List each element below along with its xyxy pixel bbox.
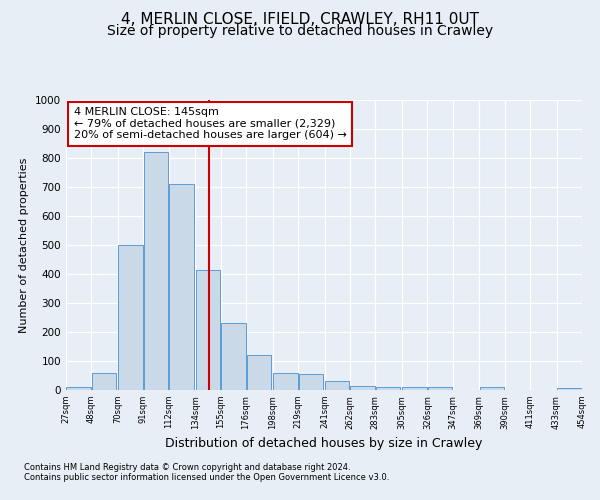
Y-axis label: Number of detached properties: Number of detached properties bbox=[19, 158, 29, 332]
Bar bbox=[169, 184, 194, 390]
Bar bbox=[376, 386, 400, 390]
Bar bbox=[480, 386, 504, 390]
Bar bbox=[92, 372, 116, 390]
Bar bbox=[299, 374, 323, 390]
Text: 4 MERLIN CLOSE: 145sqm
← 79% of detached houses are smaller (2,329)
20% of semi-: 4 MERLIN CLOSE: 145sqm ← 79% of detached… bbox=[74, 108, 347, 140]
Text: Size of property relative to detached houses in Crawley: Size of property relative to detached ho… bbox=[107, 24, 493, 38]
Bar bbox=[144, 152, 168, 390]
X-axis label: Distribution of detached houses by size in Crawley: Distribution of detached houses by size … bbox=[166, 437, 482, 450]
Text: Contains public sector information licensed under the Open Government Licence v3: Contains public sector information licen… bbox=[24, 472, 389, 482]
Bar bbox=[557, 388, 581, 390]
Bar bbox=[350, 386, 375, 390]
Bar bbox=[428, 387, 452, 390]
Bar bbox=[118, 245, 143, 390]
Text: Contains HM Land Registry data © Crown copyright and database right 2024.: Contains HM Land Registry data © Crown c… bbox=[24, 462, 350, 471]
Bar bbox=[221, 324, 245, 390]
Bar bbox=[196, 270, 220, 390]
Bar bbox=[273, 373, 298, 390]
Text: 4, MERLIN CLOSE, IFIELD, CRAWLEY, RH11 0UT: 4, MERLIN CLOSE, IFIELD, CRAWLEY, RH11 0… bbox=[121, 12, 479, 28]
Bar bbox=[247, 355, 271, 390]
Bar bbox=[67, 387, 91, 390]
Bar bbox=[403, 387, 427, 390]
Bar bbox=[325, 382, 349, 390]
